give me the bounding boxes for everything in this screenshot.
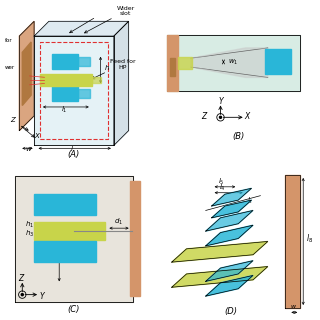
Text: $l_4$: $l_4$ <box>219 183 226 193</box>
Text: $h_1$: $h_1$ <box>25 220 34 230</box>
Text: (D): (D) <box>224 307 237 316</box>
Text: wer: wer <box>4 65 15 69</box>
Text: for: for <box>4 38 12 43</box>
Text: Z: Z <box>202 112 207 121</box>
Bar <box>52 54 78 68</box>
Polygon shape <box>114 21 129 145</box>
Text: X: X <box>244 112 250 121</box>
Bar <box>285 175 300 308</box>
Bar <box>34 222 105 240</box>
Bar <box>170 58 175 76</box>
Bar <box>178 57 192 68</box>
Bar <box>167 35 178 91</box>
Text: Feed for
HP: Feed for HP <box>92 59 136 79</box>
Bar <box>265 49 292 75</box>
Polygon shape <box>172 267 268 287</box>
Bar <box>40 75 92 86</box>
Bar <box>92 77 100 83</box>
Text: $l$: $l$ <box>69 144 74 153</box>
Circle shape <box>21 293 23 296</box>
Text: $h_3$: $h_3$ <box>25 229 34 239</box>
Polygon shape <box>172 242 268 262</box>
Bar <box>15 176 133 302</box>
Polygon shape <box>206 276 253 296</box>
Text: Wider
slot: Wider slot <box>84 5 135 33</box>
Text: X: X <box>34 133 39 139</box>
Polygon shape <box>191 48 268 77</box>
Polygon shape <box>34 21 129 36</box>
Bar <box>34 242 96 262</box>
Bar <box>52 86 78 101</box>
Bar <box>78 89 90 98</box>
Text: $l_1$: $l_1$ <box>61 104 67 115</box>
Polygon shape <box>206 225 253 246</box>
Text: (A): (A) <box>68 150 80 159</box>
Bar <box>167 35 300 91</box>
Text: Y: Y <box>40 292 44 301</box>
Polygon shape <box>34 36 114 145</box>
Text: $d_1$: $d_1$ <box>114 217 123 227</box>
Text: Z: Z <box>18 274 23 283</box>
Bar <box>34 194 96 215</box>
Text: $w$: $w$ <box>25 145 33 153</box>
Text: $l_8$: $l_8$ <box>306 232 313 245</box>
Polygon shape <box>212 200 252 218</box>
Polygon shape <box>206 211 253 231</box>
Polygon shape <box>206 261 253 281</box>
Text: Y: Y <box>218 97 223 106</box>
Text: $h$: $h$ <box>103 63 109 72</box>
Text: $l_s$: $l_s$ <box>247 196 253 206</box>
Text: $l_5$: $l_5$ <box>218 177 224 187</box>
Polygon shape <box>212 188 252 206</box>
Text: (C): (C) <box>68 305 80 314</box>
Bar <box>130 181 140 296</box>
Text: (B): (B) <box>232 132 244 141</box>
Bar <box>78 57 90 66</box>
Circle shape <box>220 116 221 118</box>
Polygon shape <box>19 21 34 131</box>
Text: $w_1$: $w_1$ <box>228 57 238 67</box>
Text: $w$: $w$ <box>290 303 297 310</box>
Text: Z: Z <box>11 117 15 123</box>
Text: $h_2$: $h_2$ <box>52 255 61 265</box>
Polygon shape <box>22 42 31 106</box>
